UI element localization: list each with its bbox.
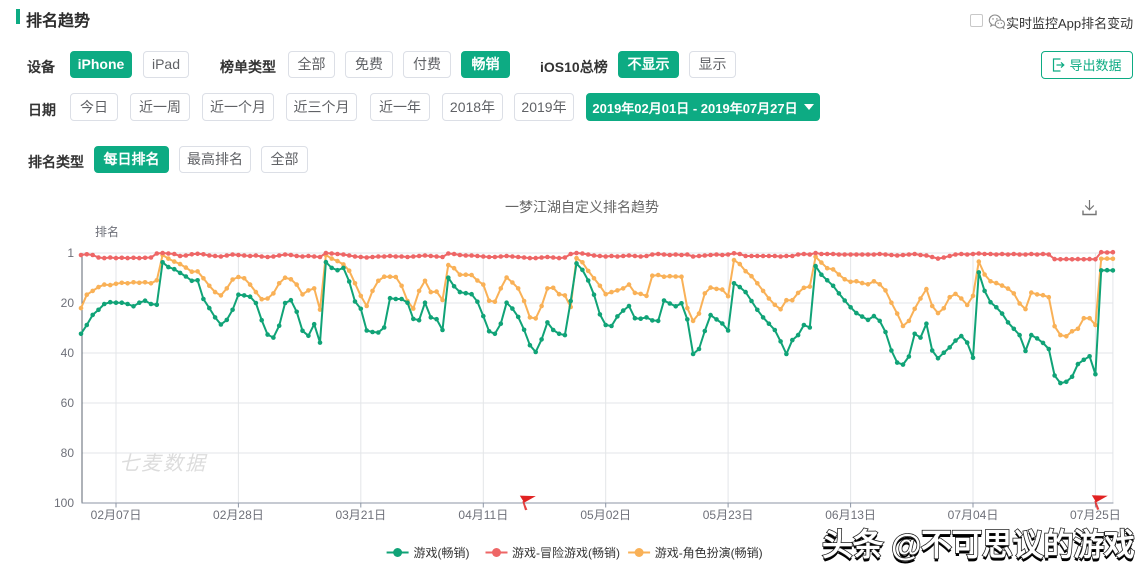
svg-text:02月28日: 02月28日 xyxy=(213,508,264,522)
svg-text:游戏-角色扮演(畅销): 游戏-角色扮演(畅销) xyxy=(655,545,763,560)
svg-text:游戏-冒险游戏(畅销): 游戏-冒险游戏(畅销) xyxy=(512,545,620,560)
svg-text:头条 @不可思议的游戏: 头条 @不可思议的游戏 xyxy=(822,531,1135,566)
svg-text:1: 1 xyxy=(67,246,74,260)
svg-text:05月02日: 05月02日 xyxy=(580,508,631,522)
svg-text:排名: 排名 xyxy=(95,224,119,239)
svg-text:07月25日: 07月25日 xyxy=(1070,508,1121,522)
svg-text:头条 @不可思议的游戏: 头条 @不可思议的游戏 xyxy=(822,528,1135,563)
svg-text:60: 60 xyxy=(61,396,75,410)
svg-text:02月07日: 02月07日 xyxy=(91,508,142,522)
svg-text:07月04日: 07月04日 xyxy=(948,508,999,522)
svg-text:06月13日: 06月13日 xyxy=(825,508,876,522)
svg-text:游戏(畅销): 游戏(畅销) xyxy=(414,546,470,560)
svg-text:100: 100 xyxy=(54,496,74,510)
svg-text:20: 20 xyxy=(61,296,75,310)
svg-text:七麦数据: 七麦数据 xyxy=(119,453,208,475)
svg-text:05月23日: 05月23日 xyxy=(703,508,754,522)
svg-text:80: 80 xyxy=(61,446,75,460)
svg-text:04月11日: 04月11日 xyxy=(458,508,508,522)
svg-text:03月21日: 03月21日 xyxy=(335,508,386,522)
svg-text:40: 40 xyxy=(61,346,75,360)
